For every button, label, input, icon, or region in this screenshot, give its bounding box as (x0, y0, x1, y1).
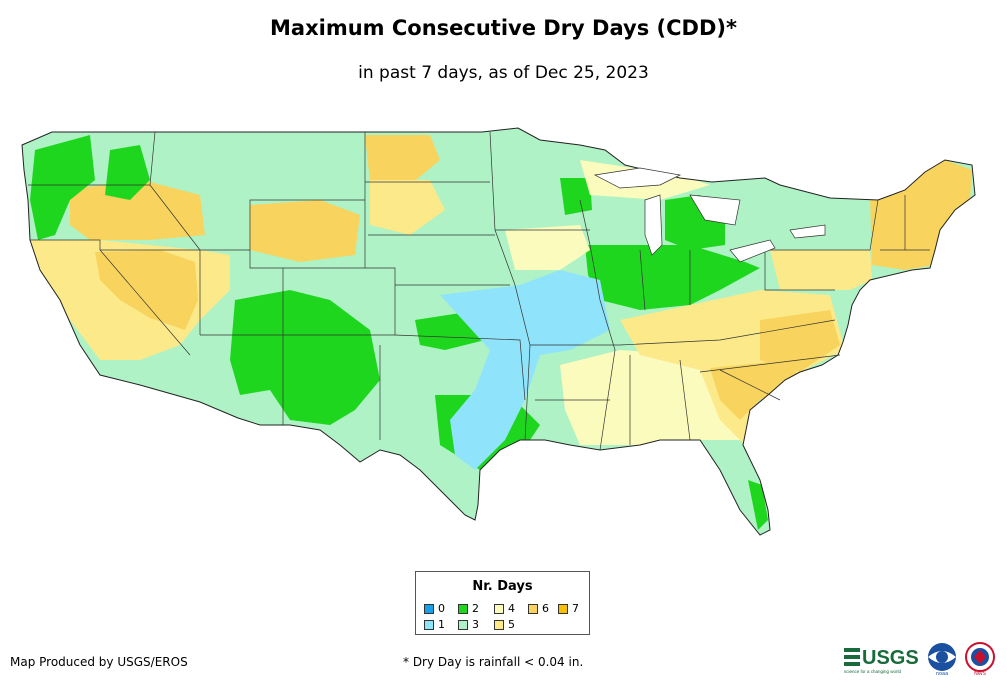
legend-item-6: 6 (528, 602, 549, 615)
boundary-line (764, 250, 835, 291)
legend: Nr. Days 0 1 2 3 4 5 6 7 (415, 571, 590, 635)
field-2-days-idaho (105, 145, 150, 200)
legend-swatch (558, 603, 568, 614)
legend-label: 4 (508, 602, 515, 615)
legend-title: Nr. Days (472, 579, 533, 594)
lake-michigan (644, 194, 663, 256)
field-6-days-oregon-idaho (70, 182, 205, 240)
nws-logo-text: NWS (974, 671, 986, 677)
field-2-days-illinois-indiana (585, 245, 760, 310)
boundary-line (719, 369, 781, 401)
legend-item-5: 5 (494, 618, 515, 631)
legend-item-1: 1 (424, 618, 445, 631)
field-1-day-plains-corridor (440, 270, 610, 470)
noaa-logo-text: noaa (936, 671, 948, 677)
legend-swatch (458, 619, 468, 630)
boundary-line (200, 199, 365, 251)
legend-item-2: 2 (458, 602, 479, 615)
boundary-line (699, 354, 841, 373)
field-2-days-pacific-nw (30, 135, 95, 240)
field-4-days-iowa (505, 225, 590, 270)
legend-swatch (424, 603, 434, 614)
noaa-logo: noaa (928, 643, 956, 677)
field-6-days-new-england (870, 160, 972, 270)
usgs-logo-mark (844, 648, 860, 666)
dry-day-footnote: * Dry Day is rainfall < 0.04 in. (403, 655, 584, 669)
nws-logo-star (974, 650, 986, 664)
lake-superior (593, 167, 682, 189)
legend-label: 2 (472, 602, 479, 615)
boundary-line (394, 334, 526, 401)
boundary-line (765, 199, 879, 251)
boundary-line (489, 131, 531, 441)
field-5-days-dakotas (370, 180, 445, 235)
legend-label: 0 (438, 602, 445, 615)
legend-item-3: 3 (458, 618, 479, 631)
boundary-line (30, 239, 191, 356)
usgs-logo-text: USGS (862, 647, 919, 669)
boundary-line (530, 319, 836, 346)
map-title: Maximum Consecutive Dry Days (CDD)* (270, 16, 737, 40)
lake-huron (689, 194, 741, 226)
legend-swatch (528, 603, 538, 614)
great-lakes (593, 167, 826, 263)
cdd-color-fields (22, 128, 975, 535)
legend-label: 5 (508, 618, 515, 631)
legend-swatch (458, 603, 468, 614)
legend-label: 3 (472, 618, 479, 631)
legend-swatch (424, 619, 434, 630)
legend-item-0: 0 (424, 602, 445, 615)
legend-item-7: 7 (558, 602, 579, 615)
agency-logos: USGS science for a changing world noaa N… (844, 642, 995, 677)
field-5-days-pennsylvania (770, 250, 872, 290)
legend-label: 6 (542, 602, 549, 615)
boundary-line (579, 199, 616, 451)
field-6-days-nevada (95, 250, 198, 330)
usgs-logo: USGS science for a changing world (844, 647, 919, 674)
boundary-line (149, 184, 201, 251)
boundary-line (639, 249, 646, 311)
lake-ontario (789, 224, 826, 239)
map-subtitle: in past 7 days, as of Dec 25, 2023 (358, 63, 649, 83)
legend-swatch (494, 619, 504, 630)
usgs-tagline: science for a changing world (844, 669, 902, 674)
field-4-days-southeast (560, 350, 745, 445)
field-2-days-wisconsin (560, 178, 592, 215)
nws-logo: NWS (965, 642, 995, 677)
field-6-days-virginia-coast (760, 310, 840, 372)
legend-label: 1 (438, 618, 445, 631)
legend-item-4: 4 (494, 602, 515, 615)
field-6-days-montana-east (365, 135, 440, 185)
field-6-days-wyoming (250, 200, 360, 262)
legend-swatch (494, 603, 504, 614)
noaa-logo-inner (936, 651, 948, 663)
field-2-days-four-corners (230, 290, 380, 425)
boundary-line (679, 359, 691, 441)
field-6-days-carolinas (710, 360, 800, 420)
state-boundaries (28, 131, 930, 451)
legend-label: 7 (572, 602, 579, 615)
lake-erie (729, 239, 776, 263)
map-credit: Map Produced by USGS/EROS (10, 655, 188, 669)
